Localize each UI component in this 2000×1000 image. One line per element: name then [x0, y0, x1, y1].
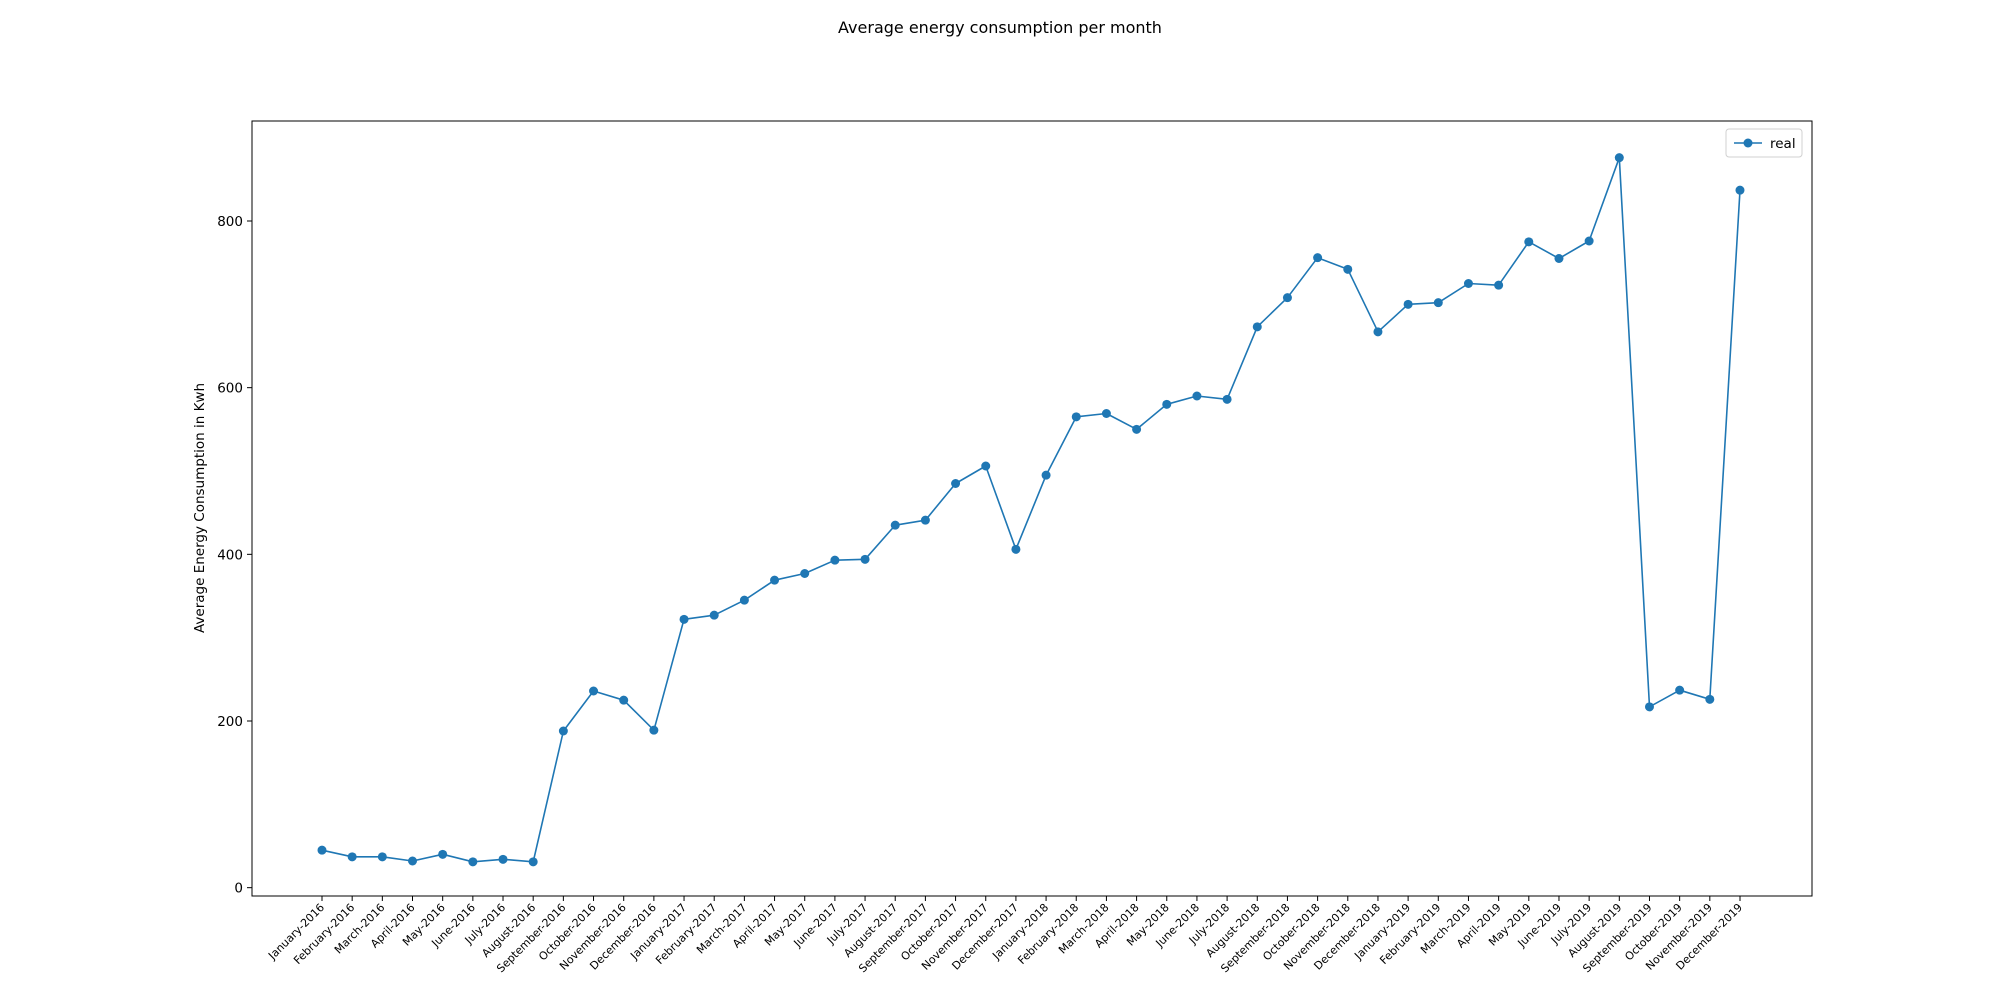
y-tick-label: 800: [217, 214, 243, 230]
data-point: [1494, 280, 1504, 290]
data-point: [951, 479, 961, 488]
data-point: [1584, 236, 1594, 246]
data-point: [1343, 264, 1353, 274]
data-point: [1524, 237, 1534, 247]
data-point: [860, 554, 870, 564]
data-point: [800, 569, 810, 578]
data-point: [408, 856, 418, 866]
data-point: [649, 725, 659, 735]
y-axis-label: Average Energy Consumption in Kwh: [192, 383, 208, 633]
data-point: [679, 614, 689, 624]
data-point: [770, 575, 780, 585]
y-tick-label: 400: [217, 547, 243, 563]
plot-area: 0200400600800January-2016February-2016Ma…: [217, 120, 1813, 975]
data-point: [1614, 153, 1624, 163]
data-point: [1554, 254, 1564, 263]
data-point: [981, 461, 991, 471]
data-point: [920, 515, 930, 525]
legend-marker: [1743, 138, 1753, 148]
data-point: [377, 852, 387, 862]
data-point: [1132, 424, 1142, 434]
data-point: [1041, 470, 1051, 480]
data-point: [1403, 299, 1413, 309]
data-point: [1433, 298, 1443, 308]
data-point: [1192, 391, 1202, 401]
data-point: [709, 610, 719, 620]
data-point: [1222, 394, 1232, 404]
legend-box: [1725, 128, 1803, 158]
data-point: [1162, 399, 1172, 409]
series-line-real: [321, 156, 1741, 863]
data-point: [830, 555, 840, 565]
data-point: [438, 849, 448, 859]
data-point: [589, 686, 599, 696]
data-point: [498, 854, 508, 864]
chart-title: Average energy consumption per month: [838, 18, 1162, 37]
data-point: [619, 695, 629, 705]
data-point: [1313, 253, 1323, 263]
data-point: [1252, 322, 1262, 332]
data-point: [1735, 185, 1745, 195]
data-point: [890, 520, 900, 530]
data-point: [1373, 327, 1383, 337]
data-point: [468, 857, 478, 867]
data-point: [1101, 409, 1111, 418]
data-point: [739, 595, 749, 605]
data-point: [1071, 412, 1081, 422]
data-point: [1675, 685, 1685, 695]
data-point: [558, 726, 568, 736]
data-point: [1644, 702, 1654, 712]
legend-label: real: [1770, 136, 1796, 152]
y-tick-label: 600: [217, 381, 243, 397]
data-point: [347, 852, 357, 862]
data-point: [317, 845, 327, 855]
data-point: [1705, 694, 1715, 704]
y-tick-label: 200: [217, 714, 243, 730]
axes-frame: [251, 120, 1813, 897]
data-point: [1282, 293, 1292, 303]
data-point: [528, 857, 538, 867]
data-point: [1463, 279, 1473, 288]
data-point: [1011, 544, 1021, 554]
y-tick-label: 0: [234, 881, 243, 897]
